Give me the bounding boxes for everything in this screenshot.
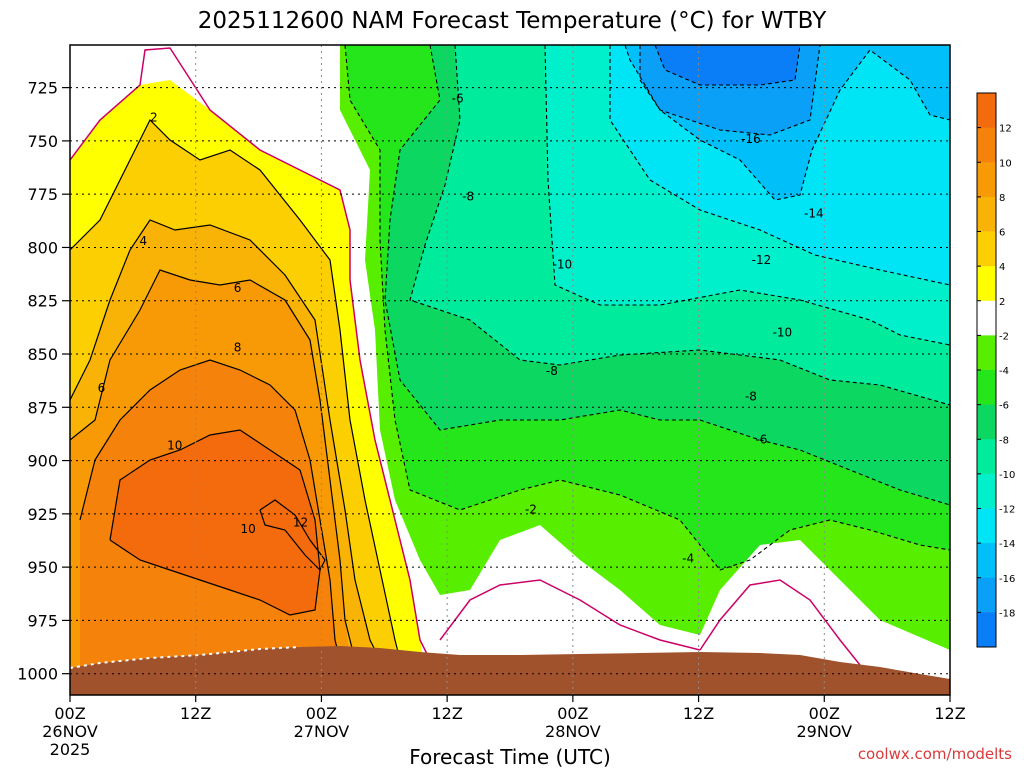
credit-text: coolwx.com/modelts <box>858 745 1012 763</box>
colorbar-label: 6 <box>999 228 1005 239</box>
colorbar-swatch <box>977 335 996 371</box>
x-tick-label: 28NOV <box>545 722 601 741</box>
x-tick-label: 12Z <box>934 704 965 723</box>
contour-label: 8 <box>234 341 242 355</box>
x-tick-label: 12Z <box>180 704 211 723</box>
y-tick-label: 1000 <box>17 665 58 684</box>
contour-label: -6 <box>452 91 464 105</box>
contour-label: 10 <box>240 522 255 536</box>
colorbar-swatch <box>977 162 996 198</box>
grid <box>70 45 950 695</box>
colorbar-swatch <box>977 473 996 509</box>
colorbar-label: -14 <box>999 539 1015 550</box>
band-minus-18 <box>655 45 800 85</box>
contour-label: -8 <box>546 364 558 378</box>
contour-lines-cold <box>344 45 950 571</box>
y-tick-label: 925 <box>27 505 58 524</box>
colorbar-swatch <box>977 231 996 267</box>
x-tick-label: 27NOV <box>294 722 350 741</box>
x-tick-label: 00Z <box>306 704 337 723</box>
contour-label: 6 <box>234 281 242 295</box>
contour-label: -6 <box>755 432 767 446</box>
contour-label: -10 <box>553 258 573 272</box>
x-axis-title: Forecast Time (UTC) <box>409 745 611 768</box>
colorbar-swatch <box>977 93 996 129</box>
colorbar-swatch <box>977 577 996 613</box>
colorbar-label: -8 <box>999 435 1009 446</box>
chart-title: 2025112600 NAM Forecast Temperature (°C)… <box>198 8 827 34</box>
colorbar-swatch <box>977 127 996 163</box>
y-tick-label: 800 <box>27 238 58 257</box>
colorbar-label: 8 <box>999 193 1005 204</box>
colorbar-label: -18 <box>999 608 1015 619</box>
colorbar-label: 4 <box>999 262 1005 273</box>
y-tick-label: 850 <box>27 345 58 364</box>
colorbar-swatch <box>977 266 996 302</box>
y-tick-label: 825 <box>27 292 58 311</box>
colorbar-swatch <box>977 300 996 336</box>
x-tick-label: 00Z <box>557 704 588 723</box>
contour-label: -12 <box>752 253 772 267</box>
colorbar-label: 12 <box>999 124 1012 135</box>
contour-lines-warm <box>70 118 401 661</box>
y-tick-label: 975 <box>27 611 58 630</box>
x-tick-label: 00Z <box>809 704 840 723</box>
colorbar-label: -12 <box>999 505 1015 516</box>
y-tick-label: 750 <box>27 132 58 151</box>
plot-area <box>70 45 950 695</box>
colorbar-label: -16 <box>999 574 1015 585</box>
contour-label: -14 <box>804 206 824 220</box>
surface-terrain <box>70 646 950 695</box>
colorbar-swatch <box>977 404 996 440</box>
colorbar-label: -10 <box>999 470 1015 481</box>
contour-label: -16 <box>741 132 761 146</box>
colorbar-label: -6 <box>999 401 1009 412</box>
y-tick-label: 950 <box>27 558 58 577</box>
colorbar-swatch <box>977 439 996 475</box>
contour-label: -8 <box>462 189 474 203</box>
contour-label: -4 <box>682 552 694 566</box>
colorbar-swatch <box>977 370 996 406</box>
x-tick-label: 29NOV <box>796 722 852 741</box>
colorbar-label: -4 <box>999 366 1009 377</box>
y-tick-label: 725 <box>27 79 58 98</box>
colorbar-label: -2 <box>999 331 1009 342</box>
contour-label: 2 <box>150 110 158 124</box>
colorbar-swatch <box>977 508 996 544</box>
x-tick-label: 00Z <box>54 704 85 723</box>
x-tick-label: 2025 <box>50 740 91 759</box>
y-axis: 725 750 775 800 825 850 875 900 925 950 975 1000 <box>17 79 70 684</box>
y-tick-label: 900 <box>27 452 58 471</box>
band-plus-12 <box>110 430 320 615</box>
contour-label: -10 <box>773 326 793 340</box>
contour-label: 6 <box>98 381 106 395</box>
colorbar: 12 10 8 6 4 2 -2 -4 -6 -8 -10 -12 -14 -16 -18 <box>976 92 1015 648</box>
x-tick-label: 12Z <box>683 704 714 723</box>
contour-label: -2 <box>525 503 537 517</box>
colorbar-swatch <box>977 612 996 648</box>
colorbar-swatch <box>977 543 996 579</box>
contour-label: 10 <box>167 439 182 453</box>
colorbar-label: 10 <box>999 158 1012 169</box>
contour-labels: 2 4 6 6 8 10 10 12 -2 -4 -6 -6 -8 -8 -8 -10 -10 -12 -14 -16 <box>98 91 824 566</box>
surface-edge <box>70 646 301 669</box>
contour-lines-zero <box>70 47 861 666</box>
plot-frame <box>69 44 951 696</box>
contour-label: -8 <box>745 390 757 404</box>
x-tick-label: 12Z <box>431 704 462 723</box>
colorbar-swatch <box>977 196 996 232</box>
contour-label: 12 <box>293 515 308 529</box>
colorbar-label: 2 <box>999 297 1005 308</box>
contour-label: 4 <box>140 234 148 248</box>
y-tick-label: 875 <box>27 398 58 417</box>
x-tick-label: 26NOV <box>42 722 98 741</box>
y-tick-label: 775 <box>27 185 58 204</box>
